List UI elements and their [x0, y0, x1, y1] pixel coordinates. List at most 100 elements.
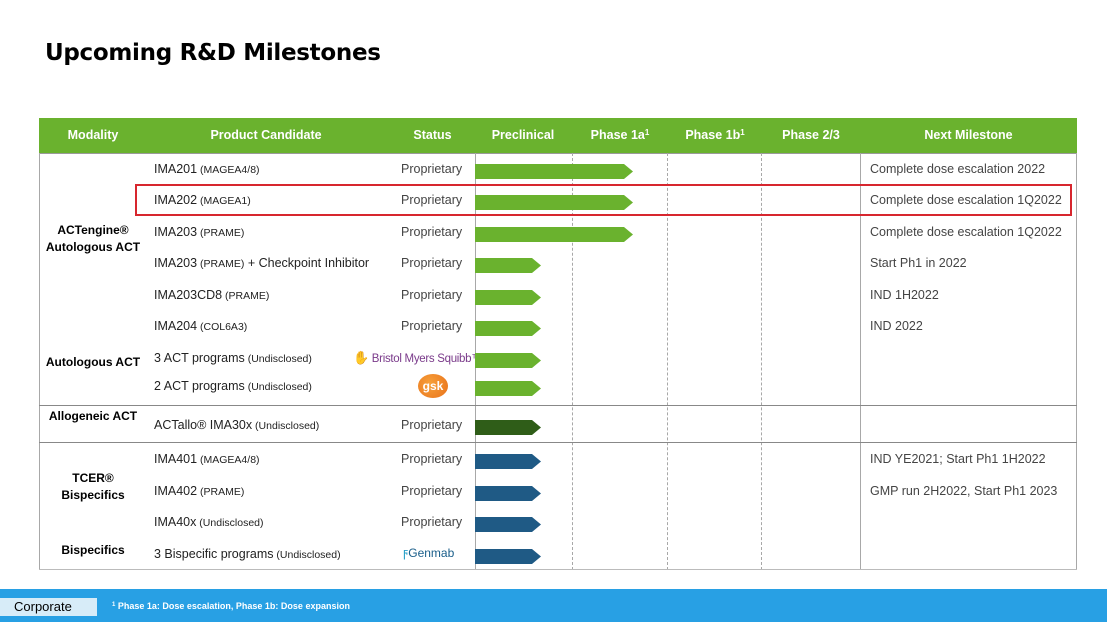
product-candidate: IMA204 (COL6A3)	[154, 319, 247, 333]
status-label: Proprietary	[401, 319, 463, 333]
col-status: Status	[413, 128, 452, 142]
next-milestone: Complete dose escalation 2022	[870, 162, 1046, 176]
product-candidate: IMA203 (PRAME)	[154, 225, 244, 239]
candidate-target: (PRAME)	[197, 258, 245, 270]
progress-arrow	[475, 454, 541, 469]
candidate-name: IMA202	[154, 193, 198, 207]
next-milestone: IND 2022	[870, 319, 923, 333]
progress-arrow	[475, 353, 541, 368]
col-phase-2-3: Phase 2/3	[782, 128, 840, 142]
status-label: Proprietary	[401, 484, 463, 498]
col-phase-1b: Phase 1b1	[685, 128, 745, 142]
col-next-milestone: Next Milestone	[924, 128, 1013, 142]
progress-arrow	[475, 195, 633, 210]
candidate-target: (MAGEA4/8)	[197, 164, 260, 176]
progress-arrow	[475, 258, 541, 273]
grid-right-border	[1076, 153, 1077, 570]
progress-arrow	[475, 420, 541, 435]
corporate-tag: Corporate	[0, 598, 97, 616]
progress-arrow	[475, 227, 633, 242]
product-candidate: IMA401 (MAGEA4/8)	[154, 452, 260, 466]
status-label: Proprietary	[401, 193, 463, 207]
next-milestone: IND 1H2022	[870, 288, 939, 302]
partner-name: Genmab	[408, 546, 455, 560]
footer-bar: Corporate 1 Phase 1a: Dose escalation, P…	[0, 589, 1107, 622]
status-label: Proprietary	[401, 225, 463, 239]
grid-phase-1a-line	[572, 153, 573, 570]
candidate-target: (Undisclosed)	[273, 549, 341, 561]
candidate-suffix: + Checkpoint Inhibitor	[244, 256, 370, 270]
col-phase-1a: Phase 1a1	[590, 128, 650, 142]
header-divider	[39, 153, 1077, 154]
product-candidate: 3 Bispecific programs (Undisclosed)	[154, 547, 341, 561]
bms-logo: ✋ Bristol Myers Squibb™	[353, 350, 483, 366]
progress-arrow	[475, 381, 541, 396]
grid-phase-2-3-line	[761, 153, 762, 570]
footnote: 1 Phase 1a: Dose escalation, Phase 1b: D…	[112, 601, 350, 611]
next-milestone: Complete dose escalation 1Q2022	[870, 193, 1062, 207]
progress-arrow	[475, 486, 541, 501]
candidate-name: IMA401	[154, 452, 198, 466]
gsk-logo: gsk	[418, 374, 448, 398]
candidate-target: (Undisclosed)	[244, 353, 312, 365]
highlight-box	[135, 184, 1072, 216]
candidate-name: IMA204	[154, 319, 198, 333]
candidate-target: (MAGEA1)	[197, 195, 251, 207]
grid-left-border	[39, 153, 40, 570]
product-candidate: IMA402 (PRAME)	[154, 484, 244, 498]
grid-phase-1b-line	[667, 153, 668, 570]
candidate-name: ACTallo® IMA30x	[154, 418, 253, 432]
product-candidate: IMA203CD8 (PRAME)	[154, 288, 269, 302]
product-candidate: ACTallo® IMA30x (Undisclosed)	[154, 418, 319, 432]
modality-bispecifics: Bispecifics	[61, 543, 125, 557]
hand-icon: ✋	[353, 350, 369, 365]
candidate-name: IMA203CD8	[154, 288, 223, 302]
candidate-target: (Undisclosed)	[196, 517, 264, 529]
status-label: Proprietary	[401, 288, 463, 302]
product-candidate: IMA203 (PRAME) + Checkpoint Inhibitor	[154, 256, 369, 270]
status-label: Proprietary	[401, 256, 463, 270]
candidate-target: (PRAME)	[222, 290, 270, 302]
table-header: Modality Product Candidate Status Precli…	[39, 118, 1077, 153]
candidate-name: 2 ACT programs	[154, 379, 245, 393]
candidate-target: (MAGEA4/8)	[197, 454, 260, 466]
group-separator	[39, 405, 1077, 406]
candidate-name: 3 Bispecific programs	[154, 547, 274, 561]
col-product-candidate: Product Candidate	[210, 128, 322, 142]
progress-arrow	[475, 290, 541, 305]
page-title: Upcoming R&D Milestones	[45, 40, 381, 66]
progress-arrow	[475, 549, 541, 564]
next-milestone: GMP run 2H2022, Start Ph1 2023	[870, 484, 1058, 498]
modality-autologous: Autologous ACT	[45, 355, 141, 369]
candidate-name: IMA40x	[154, 515, 197, 529]
next-milestone: Start Ph1 in 2022	[870, 256, 967, 270]
modality-actengine: ACTengine® Autologous ACT	[45, 223, 141, 254]
progress-arrow	[475, 517, 541, 532]
table-bottom-border	[39, 569, 1077, 570]
product-candidate: IMA202 (MAGEA1)	[154, 193, 251, 207]
partner-name: Bristol Myers Squibb™	[371, 353, 483, 365]
product-candidate: IMA201 (MAGEA4/8)	[154, 162, 260, 176]
candidate-name: IMA203	[154, 225, 198, 239]
product-candidate: IMA40x (Undisclosed)	[154, 515, 264, 529]
pipeline-table: Modality Product Candidate Status Precli…	[39, 118, 1077, 570]
candidate-target: (COL6A3)	[197, 321, 248, 333]
genmab-mark-icon: ϝ	[403, 545, 409, 560]
candidate-target: (Undisclosed)	[252, 420, 320, 432]
status-label: Proprietary	[401, 162, 463, 176]
status-label: Proprietary	[401, 452, 463, 466]
modality-tcer: TCER® Bispecifics	[61, 471, 125, 502]
status-label: Proprietary	[401, 418, 463, 432]
group-separator	[39, 442, 1077, 443]
next-milestone: IND YE2021; Start Ph1 1H2022	[870, 452, 1046, 466]
col-modality: Modality	[67, 128, 119, 142]
product-candidate: 3 ACT programs (Undisclosed)	[154, 351, 312, 365]
candidate-name: IMA201	[154, 162, 198, 176]
grid-milestone-line	[860, 153, 861, 570]
candidate-target: (Undisclosed)	[244, 381, 312, 393]
status-label: Proprietary	[401, 515, 463, 529]
candidate-name: 3 ACT programs	[154, 351, 245, 365]
genmab-logo: ϝGenmab	[403, 545, 454, 560]
modality-allogeneic: Allogeneic ACT	[48, 409, 138, 423]
progress-arrow	[475, 164, 633, 179]
